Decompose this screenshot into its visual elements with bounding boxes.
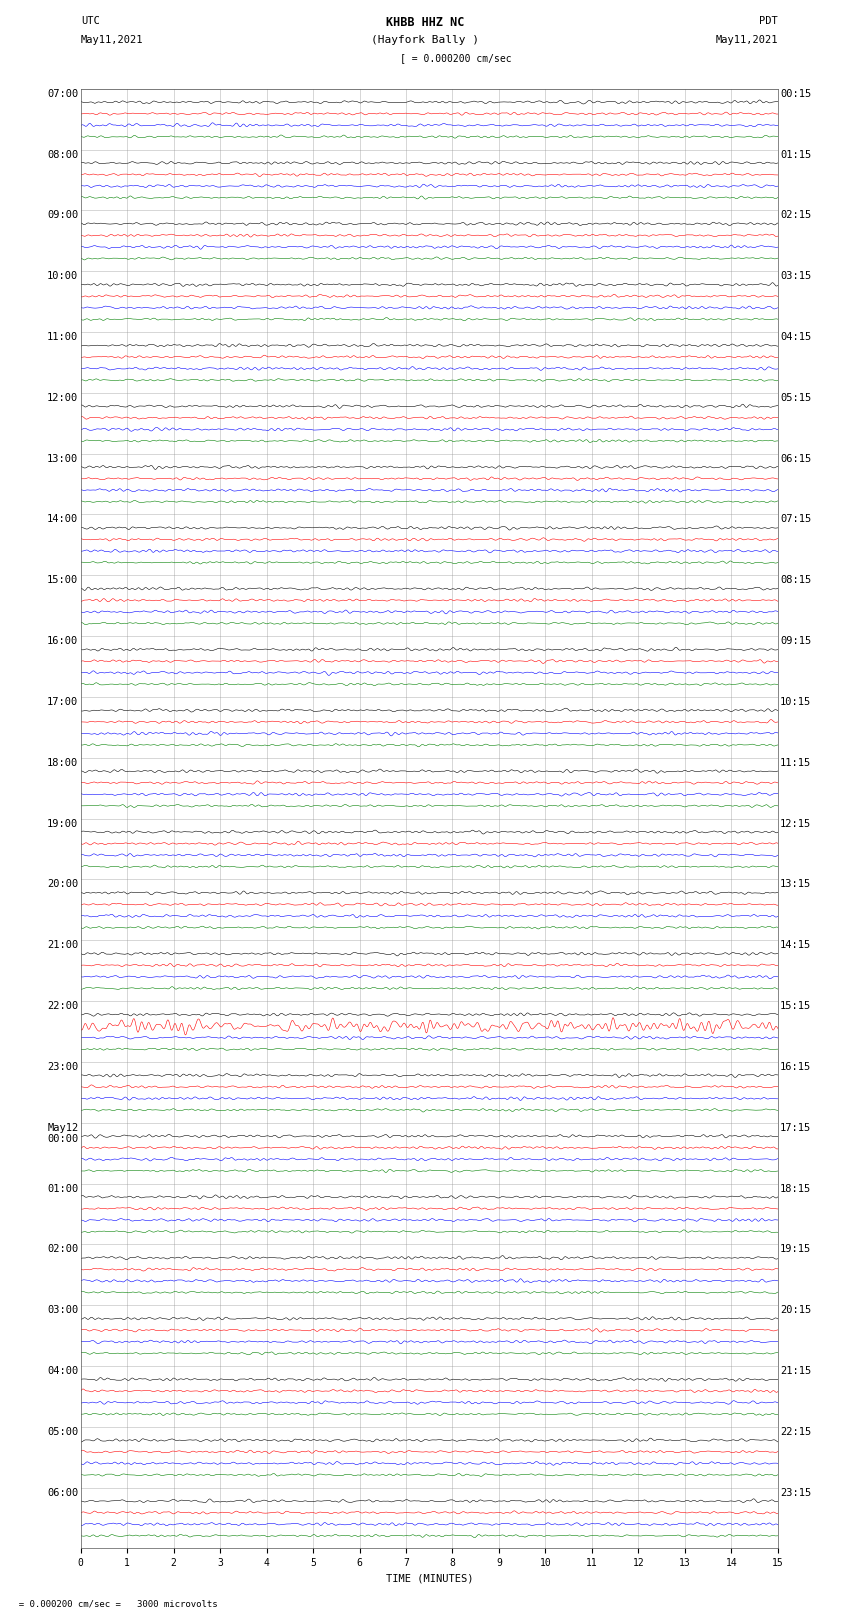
Text: May11,2021: May11,2021 (81, 35, 144, 45)
Text: 00:15: 00:15 (780, 89, 811, 98)
Text: 05:15: 05:15 (780, 394, 811, 403)
Text: 16:15: 16:15 (780, 1061, 811, 1073)
Text: 18:15: 18:15 (780, 1184, 811, 1194)
Text: 15:00: 15:00 (48, 576, 78, 586)
Text: 08:00: 08:00 (48, 150, 78, 160)
Text: 17:00: 17:00 (48, 697, 78, 706)
Text: 10:00: 10:00 (48, 271, 78, 281)
Text: 05:00: 05:00 (48, 1428, 78, 1437)
Text: 22:00: 22:00 (48, 1002, 78, 1011)
Text: 13:15: 13:15 (780, 879, 811, 889)
Text: [ = 0.000200 cm/sec: [ = 0.000200 cm/sec (400, 53, 511, 63)
Text: 21:15: 21:15 (780, 1366, 811, 1376)
Text: 14:15: 14:15 (780, 940, 811, 950)
Text: 10:15: 10:15 (780, 697, 811, 706)
Text: 01:00: 01:00 (48, 1184, 78, 1194)
X-axis label: TIME (MINUTES): TIME (MINUTES) (386, 1574, 473, 1584)
Text: 01:15: 01:15 (780, 150, 811, 160)
Text: PDT: PDT (759, 16, 778, 26)
Text: 02:15: 02:15 (780, 210, 811, 221)
Text: 17:15: 17:15 (780, 1123, 811, 1132)
Text: 09:00: 09:00 (48, 210, 78, 221)
Text: May12
00:00: May12 00:00 (48, 1123, 78, 1144)
Text: 19:15: 19:15 (780, 1244, 811, 1255)
Text: 03:00: 03:00 (48, 1305, 78, 1315)
Text: 20:00: 20:00 (48, 879, 78, 889)
Text: 12:15: 12:15 (780, 819, 811, 829)
Text: 04:00: 04:00 (48, 1366, 78, 1376)
Text: 18:00: 18:00 (48, 758, 78, 768)
Text: 19:00: 19:00 (48, 819, 78, 829)
Text: 09:15: 09:15 (780, 636, 811, 647)
Text: 15:15: 15:15 (780, 1002, 811, 1011)
Text: 06:15: 06:15 (780, 453, 811, 463)
Text: 23:15: 23:15 (780, 1487, 811, 1497)
Text: 08:15: 08:15 (780, 576, 811, 586)
Text: (Hayfork Bally ): (Hayfork Bally ) (371, 35, 479, 45)
Text: 13:00: 13:00 (48, 453, 78, 463)
Text: 14:00: 14:00 (48, 515, 78, 524)
Text: 06:00: 06:00 (48, 1487, 78, 1497)
Text: 21:00: 21:00 (48, 940, 78, 950)
Text: = 0.000200 cm/sec =   3000 microvolts: = 0.000200 cm/sec = 3000 microvolts (8, 1598, 218, 1608)
Text: 11:15: 11:15 (780, 758, 811, 768)
Text: 07:00: 07:00 (48, 89, 78, 98)
Text: 22:15: 22:15 (780, 1428, 811, 1437)
Text: KHBB HHZ NC: KHBB HHZ NC (386, 16, 464, 29)
Text: 02:00: 02:00 (48, 1244, 78, 1255)
Text: 11:00: 11:00 (48, 332, 78, 342)
Text: UTC: UTC (81, 16, 99, 26)
Text: May11,2021: May11,2021 (715, 35, 778, 45)
Text: 03:15: 03:15 (780, 271, 811, 281)
Text: 16:00: 16:00 (48, 636, 78, 647)
Text: 23:00: 23:00 (48, 1061, 78, 1073)
Text: 07:15: 07:15 (780, 515, 811, 524)
Text: 12:00: 12:00 (48, 394, 78, 403)
Text: 04:15: 04:15 (780, 332, 811, 342)
Text: 20:15: 20:15 (780, 1305, 811, 1315)
